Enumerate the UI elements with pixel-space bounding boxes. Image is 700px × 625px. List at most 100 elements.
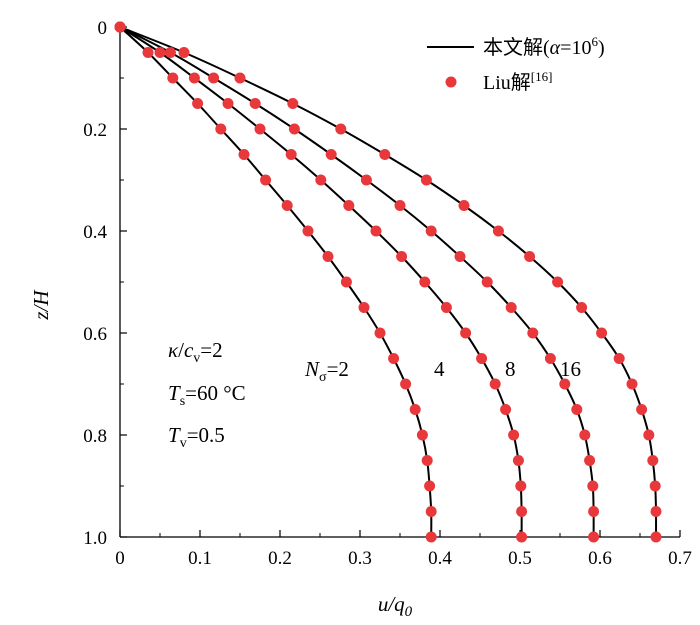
data-point-n2 [260, 174, 272, 186]
data-point-n16 [576, 302, 588, 313]
data-point-n8 [249, 98, 261, 109]
data-point-n8 [360, 174, 372, 186]
annotation-tv: Tv=0.5 [168, 423, 225, 451]
data-point-n2 [400, 378, 412, 390]
annotation-kappa-c: c [184, 338, 194, 362]
legend-item-liu: Liu解[16] [483, 69, 552, 94]
x-axis-title: u/q0 [378, 592, 413, 620]
data-point-n8 [579, 429, 591, 441]
data-point-n8 [527, 327, 539, 339]
data-point-n2 [374, 327, 386, 339]
annotation-nsigma-value: =2 [327, 357, 349, 381]
plot-area: 0 0.1 0.2 0.3 0.4 0.5 0.6 0.7 0 0.2 0.4 0.6 0.8 1.0 [83, 18, 692, 569]
data-point-n4 [188, 72, 200, 84]
data-point-n16 [626, 378, 638, 390]
data-point-n4 [508, 429, 520, 441]
legend-liu-text: Liu解 [483, 71, 531, 94]
annotation-ts-value: =60 °C [185, 381, 246, 405]
data-point-n8 [584, 455, 596, 466]
legend-dot-marker [445, 76, 457, 88]
data-point-n16 [613, 353, 625, 364]
data-point-n16 [552, 276, 564, 288]
data-point-n16 [458, 200, 470, 211]
annotation-ts-sub: s [180, 394, 185, 409]
data-point-n16 [379, 149, 391, 160]
data-point-n8 [588, 506, 600, 517]
x-tick-label: 0 [115, 548, 125, 569]
curve-label-8: 8 [505, 357, 516, 381]
y-tick-label: 0.4 [83, 222, 107, 243]
y-tick-label: 0.8 [83, 426, 107, 447]
data-point-n4 [315, 174, 327, 186]
annotation-kappa-value: =2 [200, 338, 222, 362]
data-point-n2 [238, 149, 250, 160]
data-point-n4 [370, 225, 382, 237]
data-point-n16 [420, 174, 432, 186]
data-point-n8 [288, 123, 300, 135]
data-point-n8 [394, 200, 406, 211]
data-point-n2 [322, 251, 334, 262]
data-point-n8 [559, 378, 571, 390]
legend: 本文解(α=106) Liu解[16] [427, 34, 605, 94]
y-tick-label: 0.6 [83, 324, 107, 345]
curve-label-4: 4 [434, 357, 445, 381]
x-tick-label: 0.3 [348, 548, 372, 569]
data-point-n2 [421, 455, 433, 466]
parameter-annotations: κ/cv=2 Ts=60 °C Tv=0.5 Nσ=2 4 8 16 [168, 338, 581, 451]
data-point-n2 [425, 531, 437, 543]
annotation-nsigma-sub: σ [319, 370, 327, 385]
annotation-kappa: κ/cv=2 [168, 338, 223, 366]
data-point-n16 [650, 531, 662, 543]
data-point-n16 [643, 429, 655, 441]
data-point-n4 [489, 378, 501, 390]
data-point-n16 [492, 225, 504, 237]
data-point-n8 [325, 149, 337, 160]
x-axis-title-sub: 0 [405, 604, 413, 620]
data-point-n16 [178, 47, 190, 58]
x-tick-label: 0.4 [428, 548, 452, 569]
data-point-n2 [215, 123, 227, 135]
data-point-n4 [516, 531, 528, 543]
legend-analytical-close: ) [598, 37, 605, 59]
data-point-n4 [154, 47, 166, 58]
data-point-n4 [515, 480, 527, 492]
data-point-n8 [544, 353, 556, 364]
data-point-n2 [281, 200, 293, 211]
data-point-n4 [254, 123, 266, 135]
legend-item-analytical: 本文解(α=106) [483, 34, 605, 59]
data-point-n4 [285, 149, 297, 160]
data-point-n2 [416, 429, 428, 441]
data-point-n4 [343, 200, 355, 211]
x-tick-label: 0.2 [268, 548, 292, 569]
data-point-n8 [505, 302, 517, 313]
data-point-n16 [524, 251, 536, 262]
data-point-n2 [340, 276, 352, 288]
data-point-n2 [302, 225, 314, 237]
x-tick-label: 0.7 [668, 548, 692, 569]
series-line-n2 [119, 26, 433, 538]
data-point-n8 [208, 72, 220, 84]
annotation-ts-symbol: T [168, 381, 181, 405]
data-point-n4 [516, 506, 528, 517]
data-point-n16 [114, 21, 126, 33]
data-point-n4 [222, 98, 234, 109]
data-point-n2 [192, 98, 204, 109]
data-point-n8 [571, 404, 583, 415]
data-point-n2 [425, 506, 437, 517]
legend-analytical-sup: 6 [591, 34, 598, 49]
data-point-n16 [287, 98, 299, 109]
annotation-nsigma-symbol: N [304, 357, 320, 381]
data-point-n8 [164, 47, 176, 58]
series-line-n4 [119, 26, 523, 538]
data-point-n16 [596, 327, 608, 339]
data-point-n16 [647, 455, 659, 466]
data-point-n2 [142, 47, 154, 58]
data-point-n2 [388, 353, 400, 364]
data-point-n4 [512, 455, 524, 466]
data-point-n4 [476, 353, 488, 364]
data-point-n2 [409, 404, 421, 415]
data-point-n8 [425, 225, 437, 237]
data-point-n8 [454, 251, 466, 262]
data-point-n2 [167, 72, 179, 84]
annotation-kappa-slash: / [178, 338, 184, 362]
